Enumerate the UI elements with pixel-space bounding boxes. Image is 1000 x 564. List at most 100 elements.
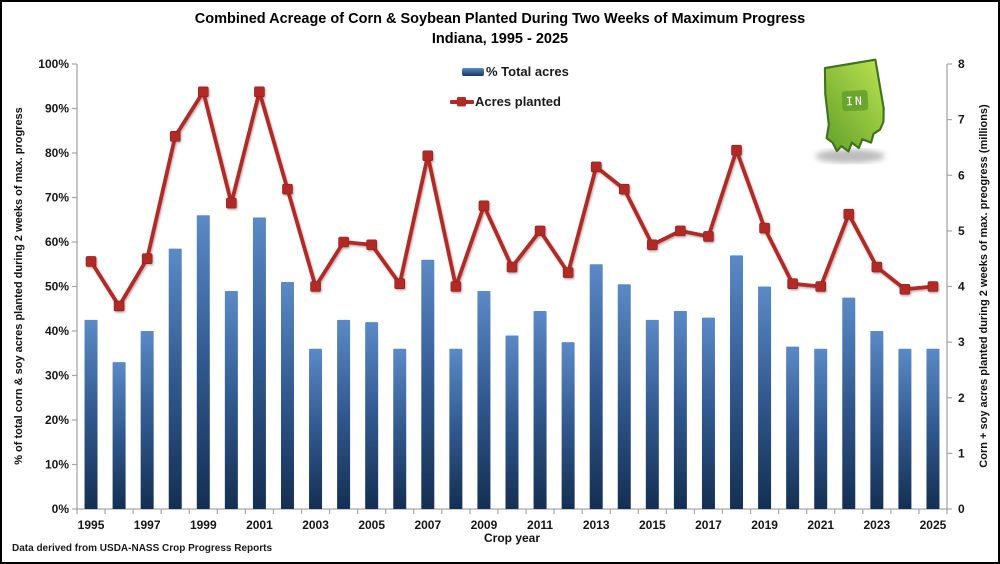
x-axis-tick-label: 2005 xyxy=(358,518,385,532)
right-axis-tick-label: 3 xyxy=(958,335,965,349)
bar-2001 xyxy=(252,217,266,509)
bar-2003 xyxy=(309,348,323,509)
marker-1999 xyxy=(197,86,209,98)
marker-2010 xyxy=(506,261,518,273)
bar-2017 xyxy=(701,317,715,509)
x-axis-tick-label: 2015 xyxy=(639,518,666,532)
marker-2021 xyxy=(815,281,827,292)
marker-2014 xyxy=(618,183,630,195)
legend-item-line-series: Acres planted xyxy=(450,93,569,110)
bar-1997 xyxy=(140,331,154,509)
bar-1995 xyxy=(84,319,98,509)
bar-2002 xyxy=(280,282,294,509)
right-axis-tick-label: 5 xyxy=(958,224,965,238)
bar-2011 xyxy=(533,310,547,509)
marker-2007 xyxy=(422,150,434,162)
bar-2013 xyxy=(589,264,603,509)
bar-2006 xyxy=(393,348,407,509)
bar-2022 xyxy=(842,297,856,509)
legend-label-bar-series: % Total acres xyxy=(486,64,569,79)
line-series-swatch-icon xyxy=(450,97,474,106)
left-axis-tick-label: 50% xyxy=(45,280,69,294)
marker-2022 xyxy=(843,208,855,220)
marker-2006 xyxy=(394,278,406,290)
marker-2008 xyxy=(450,281,462,292)
left-axis-tick-label: 20% xyxy=(45,413,69,427)
marker-2016 xyxy=(675,225,686,237)
bar-2009 xyxy=(477,290,491,509)
marker-2003 xyxy=(310,281,321,292)
marker-2000 xyxy=(226,197,237,209)
marker-2013 xyxy=(590,161,602,173)
bar-2024 xyxy=(898,348,912,509)
marker-2025 xyxy=(927,281,939,292)
right-axis-tick-label: 2 xyxy=(958,391,965,405)
marker-2011 xyxy=(534,225,546,237)
bar-2012 xyxy=(561,342,575,509)
x-axis-title: Crop year xyxy=(483,531,541,545)
right-axis-title: Corn + soy acres planted during 2 weeks … xyxy=(978,104,990,468)
tick-labels: 0% 10% 20% 30% 40% 50% 60% 70% 80% 90% 100% 0 1 2 3 4 5 6… xyxy=(38,57,965,532)
state-label-plate xyxy=(841,90,869,112)
left-axis-tick-label: 90% xyxy=(45,102,69,116)
marker-2017 xyxy=(703,231,714,242)
bar-2016 xyxy=(673,310,687,509)
bar-1998 xyxy=(168,248,182,510)
marker-2019 xyxy=(759,222,770,234)
marker-1996 xyxy=(113,300,125,312)
bar-2000 xyxy=(224,290,238,509)
marker-2015 xyxy=(647,239,658,251)
left-axis-tick-label: 10% xyxy=(45,458,69,472)
left-axis-tick-label: 40% xyxy=(45,324,69,338)
x-axis-tick-label: 2013 xyxy=(583,518,610,532)
right-axis-tick-label: 8 xyxy=(958,57,965,71)
source-note: Data derived from USDA-NASS Crop Progres… xyxy=(12,543,273,554)
bar-2021 xyxy=(814,348,828,509)
chart-title-line1: Combined Acreage of Corn & Soybean Plant… xyxy=(194,11,806,27)
right-axis-tick-label: 1 xyxy=(958,446,965,460)
bar-series-swatch-icon xyxy=(462,67,484,76)
right-axis-tick-label: 0 xyxy=(958,502,965,516)
chart-title: Combined Acreage of Corn & Soybean Plant… xyxy=(2,9,998,49)
line-series xyxy=(85,86,939,312)
bar-2007 xyxy=(421,259,435,509)
bar-2010 xyxy=(505,335,519,509)
right-axis-tick-label: 6 xyxy=(958,168,965,182)
bar-2015 xyxy=(645,319,659,509)
marker-2023 xyxy=(871,261,883,273)
bar-2014 xyxy=(617,284,631,509)
x-axis-tick-label: 1995 xyxy=(78,518,105,532)
bar-2025 xyxy=(926,348,940,509)
marker-2004 xyxy=(338,236,349,248)
x-axis-tick-label: 2025 xyxy=(920,518,947,532)
x-axis-tick-label: 2009 xyxy=(471,518,498,532)
bar-2008 xyxy=(449,348,463,509)
bar-2005 xyxy=(365,322,379,509)
state-abbrev-label: IN xyxy=(846,94,864,109)
marker-1998 xyxy=(169,131,181,142)
marker-2018 xyxy=(731,144,742,156)
x-axis-tick-label: 1999 xyxy=(190,518,217,532)
bar-series xyxy=(84,215,940,510)
left-axis-title: % of total corn & soy acres planted duri… xyxy=(13,107,25,465)
left-axis-tick-label: 60% xyxy=(45,235,69,249)
x-axis-tick-label: 1997 xyxy=(134,518,161,532)
x-axis-tick-label: 2023 xyxy=(863,518,890,532)
x-axis-tick-label: 2003 xyxy=(302,518,329,532)
x-axis-tick-label: 2007 xyxy=(414,518,441,532)
bar-1999 xyxy=(196,215,210,510)
bar-2023 xyxy=(870,331,884,509)
x-axis-tick-label: 2017 xyxy=(695,518,722,532)
indiana-state-icon: IN xyxy=(802,52,898,170)
x-axis-tick-label: 2011 xyxy=(527,518,553,532)
left-axis-tick-label: 80% xyxy=(45,146,69,160)
right-axis-tick-label: 4 xyxy=(958,280,965,294)
chart-title-line2: Indiana, 1995 - 2025 xyxy=(431,31,569,47)
bar-2018 xyxy=(730,255,744,509)
bar-2019 xyxy=(758,286,772,509)
x-axis-tick-label: 2021 xyxy=(807,518,834,532)
marker-1997 xyxy=(141,253,153,264)
legend: % Total acres Acres planted xyxy=(450,63,569,123)
